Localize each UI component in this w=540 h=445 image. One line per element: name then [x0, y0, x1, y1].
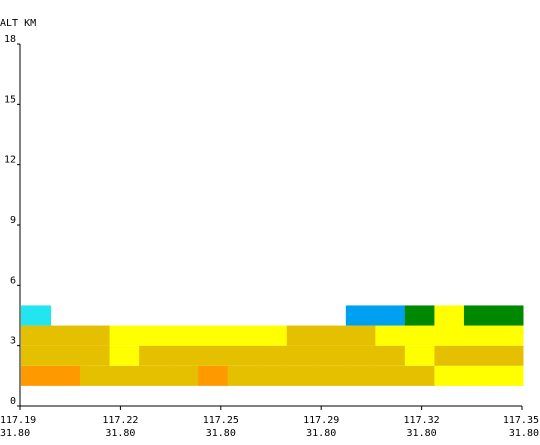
heatmap-cell [80, 325, 111, 346]
heatmap-cell [21, 325, 52, 346]
heatmap-cell [50, 325, 81, 346]
heatmap-cell [139, 325, 170, 346]
x-tick-label-lon: 117.25 [203, 415, 239, 426]
heatmap-cell [109, 365, 140, 386]
y-tick-label: 3 [10, 336, 16, 347]
heatmap-cell [404, 325, 435, 346]
heatmap-cell [109, 325, 140, 346]
heatmap-cell [345, 345, 376, 366]
heatmap-cell [168, 345, 199, 366]
y-tick-label: 12 [4, 155, 16, 166]
heatmap-cell [375, 365, 406, 386]
y-tick-label: 9 [10, 215, 16, 226]
heatmap-cell [463, 365, 494, 386]
heatmap-cell [493, 305, 524, 326]
heatmap-cell [404, 345, 435, 366]
x-tick-label-lat: 31.80 [0, 428, 30, 439]
heatmap-cell [404, 365, 435, 386]
heatmap-cell [109, 345, 140, 366]
heatmap-cell [21, 365, 52, 386]
heatmap-cell [463, 325, 494, 346]
heatmap-cell [286, 325, 317, 346]
heatmap-cell [227, 325, 258, 346]
x-tick-label-lat: 31.80 [306, 428, 336, 439]
heatmap-cell [375, 345, 406, 366]
heatmap-cell [463, 305, 494, 326]
heatmap-cell [168, 325, 199, 346]
y-tick-label: 0 [10, 396, 16, 407]
x-tick-label-lon: 117.29 [303, 415, 339, 426]
heatmap-cell [139, 345, 170, 366]
heatmap-cell [198, 365, 229, 386]
heatmap-cell [50, 345, 81, 366]
heatmap-cell [257, 365, 288, 386]
y-tick-label: 18 [4, 34, 16, 45]
heatmap-cell [80, 365, 111, 386]
x-tick-label-lon: 117.19 [0, 415, 36, 426]
heatmap-cells [21, 305, 524, 386]
heatmap-cell [375, 305, 406, 326]
heatmap-cell [21, 305, 52, 326]
heatmap-cell [316, 325, 347, 346]
heatmap-cell [404, 305, 435, 326]
heatmap-cell [316, 365, 347, 386]
heatmap-cell [316, 345, 347, 366]
heatmap-cell [227, 345, 258, 366]
heatmap-cell [493, 365, 524, 386]
x-tick-label-lat: 31.80 [206, 428, 236, 439]
heatmap-cell [198, 325, 229, 346]
heatmap-cell [434, 365, 465, 386]
x-ticks: 117.19 31.80 117.22 31.80 117.25 31.80 117.29 3… [0, 406, 539, 439]
heatmap-cell [257, 325, 288, 346]
y-axis-title: ALT KM [0, 18, 36, 29]
heatmap-cell [286, 345, 317, 366]
heatmap-cell [286, 365, 317, 386]
x-tick-label-lon: 117.32 [404, 415, 440, 426]
heatmap-cell [493, 345, 524, 366]
x-tick-label-lon: 117.22 [102, 415, 138, 426]
heatmap-cell [139, 365, 170, 386]
heatmap-cell [80, 345, 111, 366]
x-tick-label-lat: 31.80 [407, 428, 437, 439]
heatmap-cell [375, 325, 406, 346]
heatmap-cell [434, 325, 465, 346]
heatmap-cell [463, 345, 494, 366]
heatmap-cell [434, 345, 465, 366]
heatmap-cell [493, 325, 524, 346]
y-ticks: 0 3 6 9 12 15 18 [4, 34, 20, 407]
x-tick-label-lat: 31.80 [509, 428, 539, 439]
heatmap-cell [198, 345, 229, 366]
heatmap-cell [345, 305, 376, 326]
y-tick-label: 6 [10, 275, 16, 286]
x-tick-label-lon: 117.35 [503, 415, 539, 426]
heatmap-cell [227, 365, 258, 386]
y-tick-label: 15 [4, 94, 16, 105]
heatmap-cell [257, 345, 288, 366]
heatmap-cell [434, 305, 465, 326]
heatmap-cell [168, 365, 199, 386]
heatmap-cell [345, 325, 376, 346]
heatmap-cell [50, 365, 81, 386]
x-tick-label-lat: 31.80 [105, 428, 135, 439]
heatmap-cell [345, 365, 376, 386]
heatmap-cell [21, 345, 52, 366]
